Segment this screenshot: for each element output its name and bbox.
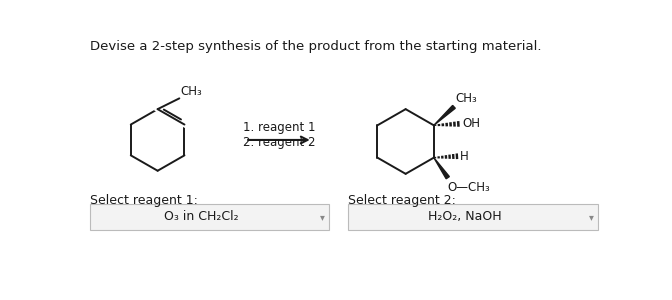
Text: ▾: ▾ [589, 212, 594, 222]
Text: Select reagent 2:: Select reagent 2: [347, 194, 456, 207]
Polygon shape [434, 105, 455, 125]
Text: Devise a 2-step synthesis of the product from the starting material.: Devise a 2-step synthesis of the product… [90, 40, 542, 53]
Text: ▾: ▾ [321, 212, 325, 222]
Text: O—CH₃: O—CH₃ [447, 181, 490, 194]
Text: O₃ in CH₂Cl₂: O₃ in CH₂Cl₂ [165, 211, 239, 224]
Bar [347, 204, 598, 230]
Text: Select reagent 1:: Select reagent 1: [90, 194, 198, 207]
Text: 2. reagent 2: 2. reagent 2 [243, 136, 316, 149]
Text: H: H [460, 150, 469, 163]
Polygon shape [434, 158, 450, 179]
Text: CH₃: CH₃ [456, 92, 477, 105]
Text: H₂O₂, NaOH: H₂O₂, NaOH [428, 211, 502, 224]
Text: CH₃: CH₃ [180, 85, 202, 98]
Text: OH: OH [462, 117, 480, 130]
Bar [90, 204, 329, 230]
Text: 1. reagent 1: 1. reagent 1 [243, 121, 316, 134]
